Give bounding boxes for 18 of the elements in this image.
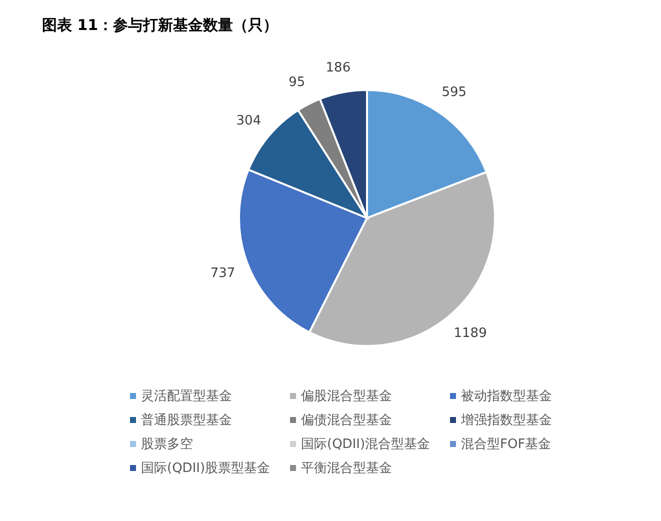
chart-title: 图表 11：参与打新基金数量（只） xyxy=(42,16,278,34)
legend-label: 国际(QDII)股票型基金 xyxy=(141,461,270,476)
legend-label: 股票多空 xyxy=(141,437,193,452)
legend-label: 偏股混合型基金 xyxy=(301,389,392,404)
legend-label: 国际(QDII)混合型基金 xyxy=(301,437,430,452)
legend-label: 被动指数型基金 xyxy=(461,389,552,404)
legend-label: 平衡混合型基金 xyxy=(301,461,392,476)
legend-label: 混合型FOF基金 xyxy=(461,437,552,452)
data-label: 737 xyxy=(210,266,236,281)
legend-label: 偏债混合型基金 xyxy=(301,413,392,428)
data-label: 304 xyxy=(236,113,262,128)
legend-label: 普通股票型基金 xyxy=(141,412,232,428)
data-label: 186 xyxy=(326,60,351,76)
data-label: 595 xyxy=(442,85,467,100)
legend-label: 增强指数型基金 xyxy=(460,413,552,428)
data-label: 95 xyxy=(288,74,306,90)
legend-label: 灵活配置型基金 xyxy=(141,389,232,404)
data-label: 1189 xyxy=(454,326,487,342)
